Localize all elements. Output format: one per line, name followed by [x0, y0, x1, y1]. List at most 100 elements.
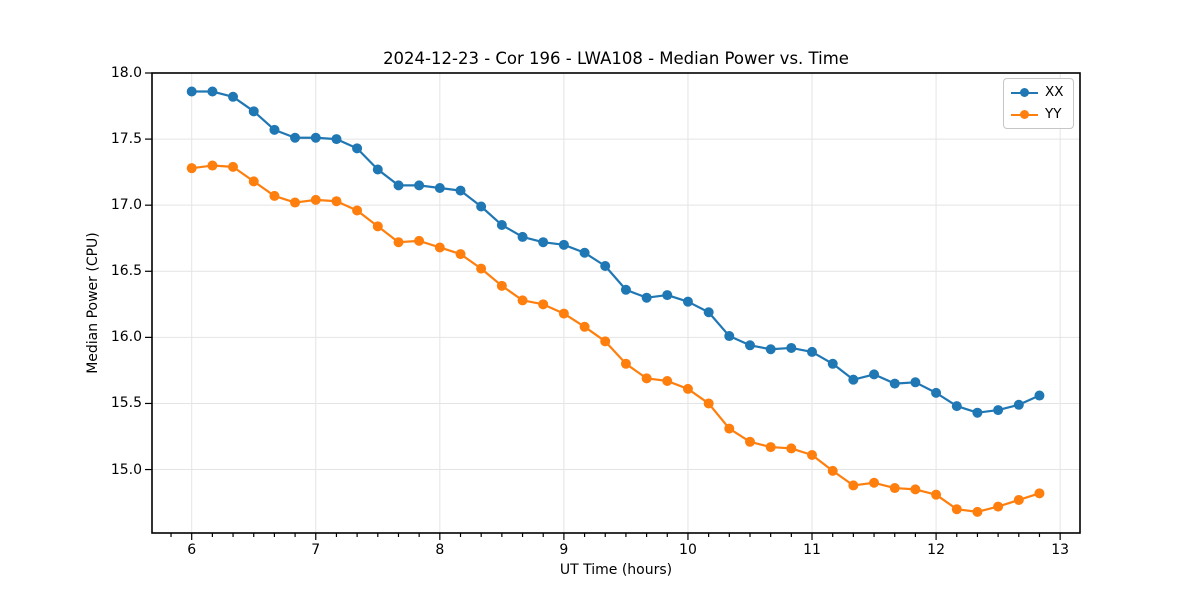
legend-marker-yy	[1011, 106, 1038, 123]
x-tick-label: 13	[1051, 542, 1070, 558]
y-tick-label: 16.5	[110, 263, 142, 280]
legend-label-xx: XX	[1045, 84, 1064, 100]
data-point-yy	[538, 299, 549, 310]
data-point-xx	[538, 237, 549, 248]
data-point-yy	[1013, 494, 1024, 505]
data-point-xx	[186, 86, 197, 97]
data-point-xx	[641, 292, 652, 303]
x-tick-label: 6	[187, 542, 197, 558]
data-point-yy	[682, 383, 693, 394]
data-point-xx	[248, 106, 259, 117]
data-point-yy	[269, 190, 280, 201]
axes-spines	[151, 72, 1081, 534]
x-axis-label: UT Time (hours)	[559, 562, 673, 578]
circle-marker-icon	[1020, 110, 1029, 119]
data-point-xx	[455, 185, 466, 196]
data-point-xx	[620, 284, 631, 295]
data-point-yy	[931, 489, 942, 500]
data-point-xx	[310, 132, 321, 143]
data-point-yy	[869, 477, 880, 488]
x-tick-label: 9	[559, 542, 569, 558]
data-point-xx	[827, 358, 838, 369]
data-point-yy	[744, 436, 755, 447]
data-point-yy	[517, 295, 528, 306]
data-point-xx	[869, 369, 880, 380]
data-point-xx	[1034, 390, 1045, 401]
data-point-yy	[352, 205, 363, 216]
data-point-xx	[724, 331, 735, 342]
data-point-xx	[496, 220, 507, 231]
data-point-xx	[517, 231, 528, 242]
data-point-xx	[434, 183, 445, 193]
data-point-yy	[910, 484, 921, 495]
y-tick-label: 18.0	[110, 65, 142, 81]
legend-item-yy: YY	[1011, 106, 1064, 123]
data-point-xx	[910, 377, 921, 388]
data-point-yy	[848, 480, 859, 491]
legend-marker-xx	[1011, 84, 1038, 101]
series-line-yy	[191, 164, 1040, 513]
data-point-yy	[558, 308, 569, 319]
y-axis-label: Median Power (CPU)	[85, 232, 101, 374]
data-point-yy	[434, 242, 445, 253]
data-point-yy	[641, 373, 652, 384]
data-point-yy	[186, 163, 197, 174]
data-point-yy	[889, 483, 900, 494]
data-point-xx	[931, 387, 942, 398]
data-point-xx	[972, 407, 983, 418]
data-point-yy	[662, 375, 673, 386]
data-point-yy	[393, 237, 404, 248]
data-point-xx	[765, 344, 776, 355]
data-point-yy	[207, 160, 218, 171]
data-point-xx	[848, 374, 859, 385]
data-point-xx	[579, 247, 590, 258]
data-point-xx	[786, 342, 797, 353]
data-point-yy	[786, 443, 797, 454]
data-point-yy	[331, 196, 342, 207]
y-tick-label: 17.0	[110, 197, 142, 214]
data-point-yy	[248, 176, 259, 187]
data-point-xx	[414, 180, 425, 191]
x-tick-label: 8	[435, 542, 445, 558]
data-point-xx	[703, 307, 714, 318]
chart-title: 2024-12-23 - Cor 196 - LWA108 - Median P…	[383, 49, 849, 68]
data-point-yy	[228, 161, 239, 172]
data-point-xx	[290, 132, 301, 143]
data-point-yy	[765, 442, 776, 453]
data-point-xx	[744, 340, 755, 351]
data-point-xx	[372, 164, 383, 175]
data-point-xx	[352, 143, 363, 154]
data-point-xx	[393, 180, 404, 191]
data-point-xx	[662, 290, 673, 301]
legend-label-yy: YY	[1045, 106, 1062, 122]
data-point-yy	[310, 194, 321, 205]
data-point-xx	[476, 201, 487, 212]
data-point-yy	[290, 197, 301, 208]
y-tick-label: 17.5	[110, 131, 142, 148]
circle-marker-icon	[1020, 88, 1029, 97]
x-tick-label: 12	[927, 542, 945, 558]
data-point-yy	[807, 450, 818, 461]
data-point-xx	[889, 378, 900, 389]
data-point-xx	[807, 346, 818, 357]
data-point-yy	[496, 280, 507, 291]
data-point-yy	[414, 235, 425, 246]
data-point-xx	[228, 91, 239, 102]
data-point-yy	[455, 249, 466, 260]
data-point-yy	[476, 263, 487, 274]
y-tick-label: 15.0	[110, 461, 142, 478]
x-tick-label: 11	[803, 542, 821, 558]
data-point-yy	[372, 221, 383, 232]
data-point-xx	[993, 405, 1004, 416]
data-point-xx	[269, 124, 280, 135]
data-point-yy	[620, 358, 631, 369]
legend: XX YY	[1003, 78, 1074, 129]
data-point-xx	[558, 239, 569, 250]
x-tick-label: 10	[679, 542, 697, 558]
data-point-yy	[827, 465, 838, 476]
data-point-xx	[600, 260, 611, 271]
data-point-xx	[207, 86, 218, 97]
data-point-yy	[972, 506, 983, 517]
